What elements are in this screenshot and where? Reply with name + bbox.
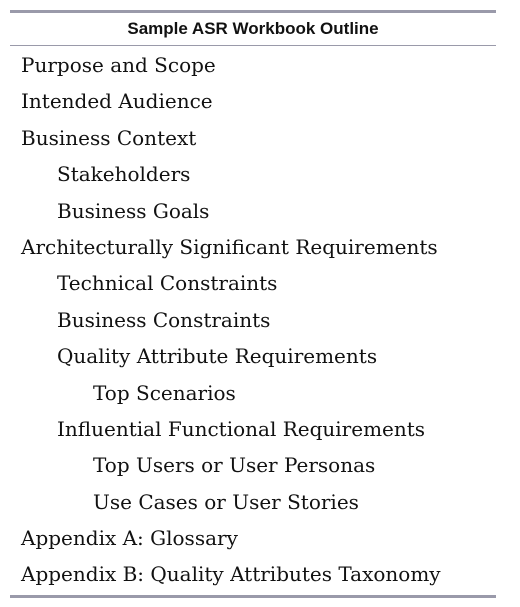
- outline-row: Business Context: [21, 125, 197, 150]
- outline-row: Top Users or User Personas: [93, 453, 376, 478]
- outline-row: Architecturally Significant Requirements: [21, 234, 438, 259]
- outline-row: Stakeholders: [57, 162, 191, 187]
- outline-row: Appendix A: Glossary: [21, 526, 238, 551]
- table-title: Sample ASR Workbook Outline: [10, 13, 496, 46]
- outline-table: Sample ASR Workbook Outline Purpose and …: [10, 10, 496, 598]
- outline-row: Intended Audience: [21, 89, 213, 114]
- outline-row: Influential Functional Requirements: [57, 416, 426, 441]
- outline-row: Appendix B: Quality Attributes Taxonomy: [21, 562, 441, 587]
- outline-row: Use Cases or User Stories: [93, 489, 359, 514]
- outline-row: Quality Attribute Requirements: [57, 344, 378, 369]
- outline-row: Top Scenarios: [93, 380, 236, 405]
- outline-row: Technical Constraints: [57, 271, 278, 296]
- outline-rows: Purpose and Scope Intended Audience Busi…: [10, 46, 496, 595]
- outline-row: Purpose and Scope: [21, 53, 216, 77]
- outline-row: Business Constraints: [57, 307, 271, 332]
- outline-row: Business Goals: [57, 198, 210, 223]
